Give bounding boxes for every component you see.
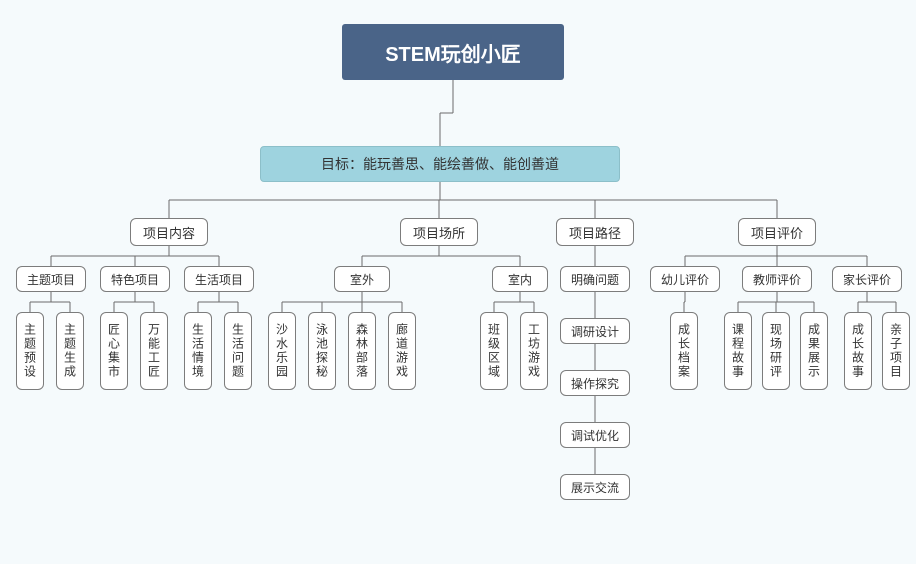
leaf-node: 生活情境 <box>184 312 212 390</box>
category-node: 项目评价 <box>738 218 816 246</box>
leaf-node: 主题预设 <box>16 312 44 390</box>
leaf-node: 廊道游戏 <box>388 312 416 390</box>
step-node: 调研设计 <box>560 318 630 344</box>
leaf-node: 现场研评 <box>762 312 790 390</box>
step-node: 操作探究 <box>560 370 630 396</box>
step-node: 展示交流 <box>560 474 630 500</box>
leaf-node: 主题生成 <box>56 312 84 390</box>
sub-node: 幼儿评价 <box>650 266 720 292</box>
sub-node: 室外 <box>334 266 390 292</box>
leaf-node: 泳池探秘 <box>308 312 336 390</box>
sub-node: 明确问题 <box>560 266 630 292</box>
root-node: STEM玩创小匠 <box>342 24 564 80</box>
category-node: 项目内容 <box>130 218 208 246</box>
leaf-node: 课程故事 <box>724 312 752 390</box>
goal-node: 目标：能玩善思、能绘善做、能创善道 <box>260 146 620 182</box>
leaf-node: 成果展示 <box>800 312 828 390</box>
sub-node: 特色项目 <box>100 266 170 292</box>
leaf-node: 工坊游戏 <box>520 312 548 390</box>
sub-node: 家长评价 <box>832 266 902 292</box>
leaf-node: 匠心集市 <box>100 312 128 390</box>
sub-node: 生活项目 <box>184 266 254 292</box>
leaf-node: 成长档案 <box>670 312 698 390</box>
leaf-node: 成长故事 <box>844 312 872 390</box>
sub-node: 教师评价 <box>742 266 812 292</box>
leaf-node: 生活问题 <box>224 312 252 390</box>
sub-node: 主题项目 <box>16 266 86 292</box>
step-node: 调试优化 <box>560 422 630 448</box>
category-node: 项目场所 <box>400 218 478 246</box>
leaf-node: 沙水乐园 <box>268 312 296 390</box>
sub-node: 室内 <box>492 266 548 292</box>
category-node: 项目路径 <box>556 218 634 246</box>
leaf-node: 班级区域 <box>480 312 508 390</box>
leaf-node: 森林部落 <box>348 312 376 390</box>
leaf-node: 万能工匠 <box>140 312 168 390</box>
leaf-node: 亲子项目 <box>882 312 910 390</box>
